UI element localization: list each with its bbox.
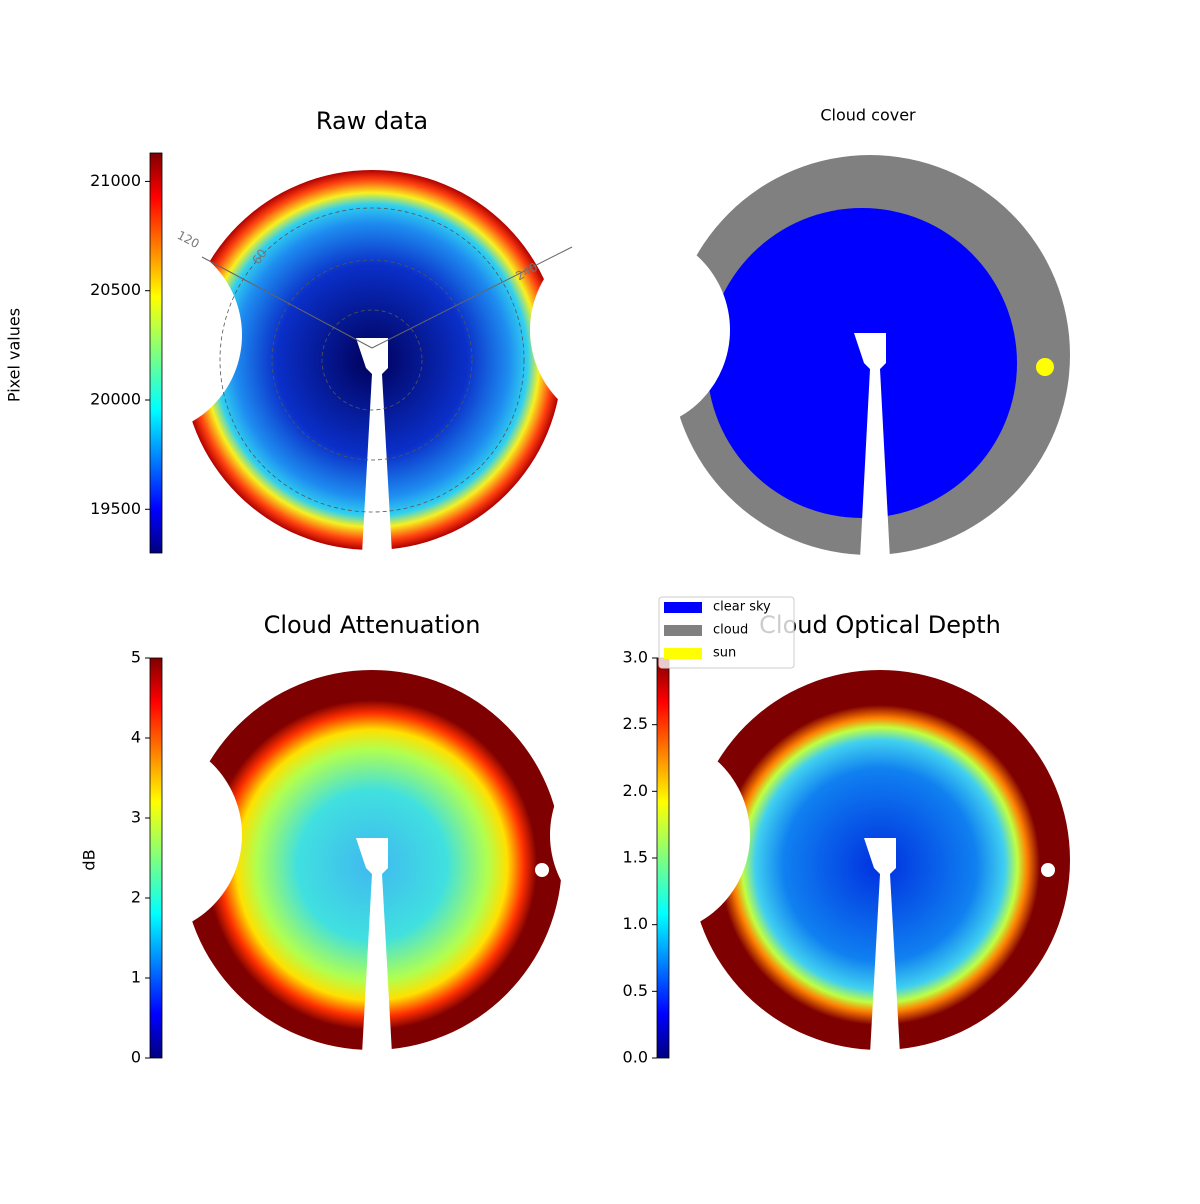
sun-mask [1041, 863, 1055, 877]
mast-mask [356, 338, 392, 554]
polar-grid [219, 207, 525, 513]
mast-mask [854, 333, 890, 559]
mast-mask [356, 838, 392, 1054]
horizon-mask [42, 235, 242, 435]
colorbar-tick-label: 2 [131, 888, 141, 907]
colorbar-tick-label: 0.0 [623, 1048, 648, 1067]
legend-swatch [664, 648, 702, 659]
polar-grid [321, 309, 423, 411]
panel-title: Raw data [316, 107, 428, 135]
panel-title: Cloud cover [820, 106, 916, 125]
panel-title: Cloud Optical Depth [759, 611, 1001, 639]
sun [1036, 358, 1054, 376]
colorbar-tick-label: 5 [131, 648, 141, 667]
legend: clear sky cloud sun [658, 596, 795, 669]
colorbar [149, 657, 163, 1059]
colorbar-tick-label: 2.0 [623, 781, 648, 800]
colorbar-tick-label: 21000 [90, 171, 141, 190]
colorbar-tick-label: 4 [131, 728, 141, 747]
mast-mask [864, 838, 900, 1054]
horizon-mask [550, 735, 750, 935]
sun-mask [535, 863, 549, 877]
colorbar-tick-label: 2.5 [623, 714, 648, 733]
panel-title: Cloud Attenuation [264, 611, 481, 639]
legend-label: clear sky [713, 600, 771, 615]
polar-axis [201, 256, 373, 349]
colorbar-tick-label: 1.0 [623, 914, 648, 933]
colorbar-tick-label: 1 [131, 968, 141, 987]
colorbar-tick-label: 20000 [90, 389, 141, 408]
legend-label: cloud [713, 623, 748, 638]
colorbar-tick-label: 1.5 [623, 848, 648, 867]
horizon-mask [42, 735, 242, 935]
colorbar-label: Pixel values [5, 308, 24, 402]
colorbar-tick-label: 0 [131, 1048, 141, 1067]
colorbar-tick-label: 0.5 [623, 981, 648, 1000]
colorbar-tick-label: 3.0 [623, 648, 648, 667]
colorbar-tick-label: 20500 [90, 280, 141, 299]
colorbar [149, 152, 163, 554]
colorbar-tick-label: 19500 [90, 499, 141, 518]
legend-swatch [664, 625, 702, 636]
polar-axis [371, 246, 573, 349]
legend-label: sun [713, 646, 736, 661]
colorbar-tick-label: 3 [131, 808, 141, 827]
legend-swatch [664, 602, 702, 613]
clear-sky-region [707, 208, 1017, 518]
horizon-mask [530, 230, 730, 430]
polar-grid [271, 259, 473, 461]
colorbar [656, 657, 670, 1059]
colorbar-label: dB [80, 849, 99, 870]
